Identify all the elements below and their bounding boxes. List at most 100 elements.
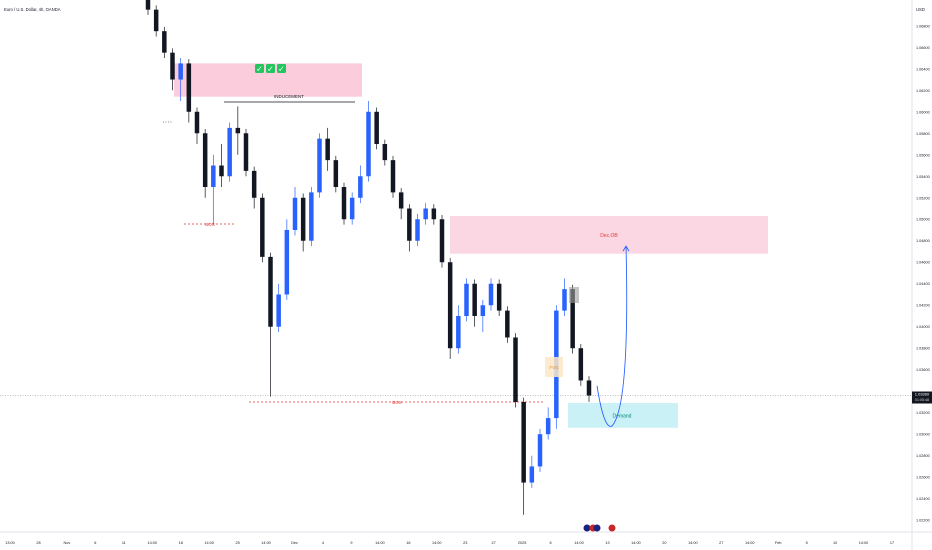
supply-zone-dec-ob[interactable] xyxy=(450,216,768,254)
candle xyxy=(178,58,183,102)
candle xyxy=(480,299,486,333)
x-tick-label: 4 xyxy=(322,541,324,545)
candle xyxy=(292,187,298,236)
x-tick-label: 28 xyxy=(36,541,40,545)
currency-label: USD xyxy=(916,7,925,12)
x-tick-label: 14:00 xyxy=(859,541,869,545)
eu-flag-icon[interactable] xyxy=(593,524,601,532)
demand-zone[interactable] xyxy=(568,403,678,428)
x-tick-label: 5 xyxy=(806,541,808,545)
check-badge-3 xyxy=(277,64,286,73)
projection-arrow[interactable] xyxy=(596,246,628,427)
x-tick-label: 14:00 xyxy=(375,541,385,545)
x-tick-label: 6 xyxy=(550,541,552,545)
x-tick-label: 6 xyxy=(94,541,96,545)
candle xyxy=(153,5,159,37)
candle xyxy=(586,376,592,402)
us-flag-icon[interactable] xyxy=(608,524,616,532)
y-tick-label: 1.06400 xyxy=(916,67,930,71)
candle xyxy=(333,155,339,193)
fvg-label: FVG xyxy=(549,365,559,370)
y-tick-label: 1.05600 xyxy=(916,153,930,157)
candle xyxy=(235,106,241,155)
check-icon: ✓ xyxy=(267,65,274,74)
candle xyxy=(374,107,379,150)
candle xyxy=(170,48,175,91)
candle xyxy=(219,144,224,188)
candle xyxy=(349,192,355,225)
y-tick-label: 1.06000 xyxy=(916,110,930,114)
x-tick-label: 14:00 xyxy=(631,541,641,545)
candle xyxy=(325,127,330,171)
candle xyxy=(145,0,151,16)
candle xyxy=(317,133,322,198)
y-tick-label: 1.06800 xyxy=(916,24,930,28)
y-tick-label: 1.04400 xyxy=(916,282,930,286)
candle xyxy=(227,122,232,182)
current-price-tag xyxy=(912,391,932,404)
y-axis-ticks: 1.06800 1.06600 1.06400 1.06200 1.06000 1.058… xyxy=(916,24,930,522)
candle xyxy=(162,26,167,59)
candle xyxy=(251,166,257,209)
candle xyxy=(578,343,584,386)
y-tick-label: 1.05400 xyxy=(916,175,930,179)
check-badge-1 xyxy=(255,64,264,73)
candle xyxy=(513,333,518,408)
candle xyxy=(276,283,281,333)
x-tick-label: 23 xyxy=(463,541,467,545)
x-tick-label: Dec xyxy=(291,541,298,545)
y-tick-label: 1.06600 xyxy=(916,46,930,50)
candle xyxy=(537,428,543,472)
y-tick-label: 1.05000 xyxy=(916,218,930,222)
x-tick-label: 14:00 xyxy=(261,541,271,545)
candle xyxy=(545,407,551,440)
eu-flag-icon[interactable] xyxy=(583,524,591,532)
fvg-box[interactable] xyxy=(545,357,563,377)
y-tick-label: 1.02600 xyxy=(916,476,930,480)
x-tick-label: 10 xyxy=(833,541,837,545)
candle xyxy=(505,306,510,343)
candle xyxy=(529,455,535,488)
candle xyxy=(341,182,347,225)
bos-label-lower: BOS xyxy=(392,400,402,405)
x-tick-label: Nov xyxy=(64,541,71,545)
x-tick-label: 16 xyxy=(406,541,410,545)
dec-ob-label: Dec.OB xyxy=(600,233,618,239)
event-icons[interactable] xyxy=(583,524,616,532)
check-icon: ✓ xyxy=(278,65,285,74)
bos-label-upper: BOS xyxy=(205,222,215,227)
x-tick-label: 14:00 xyxy=(574,541,584,545)
y-tick-label: 1.04800 xyxy=(916,239,930,243)
candle xyxy=(447,257,453,359)
candle xyxy=(268,252,273,397)
y-tick-label: 1.04600 xyxy=(916,261,930,265)
price-countdown: 01:05:48 xyxy=(915,398,929,402)
check-badges: ✓ ✓ ✓ xyxy=(255,64,286,74)
candle xyxy=(521,397,526,515)
y-tick-label: 1.05800 xyxy=(916,132,930,136)
candle xyxy=(415,213,420,247)
candle xyxy=(456,305,461,354)
y-tick-label: 1.04200 xyxy=(916,304,930,308)
candles xyxy=(145,0,592,515)
x-tick-label: 27 xyxy=(719,541,723,545)
y-tick-label: 1.03800 xyxy=(916,347,930,351)
candle xyxy=(423,203,428,225)
highlight-block xyxy=(569,287,579,303)
inducement-label: INDUCEMENT xyxy=(274,94,304,99)
candle xyxy=(398,188,404,220)
candle xyxy=(194,107,200,145)
x-tick-label: 27 xyxy=(492,541,496,545)
x-tick-label: 18 xyxy=(179,541,183,545)
x-axis-ticks: 13:00 28 Nov 6 11 14:00 18 14:00 25 14:00 Dec 4 9 14:… xyxy=(5,541,894,545)
y-tick-label: 1.02200 xyxy=(916,519,930,523)
y-tick-label: 1.06200 xyxy=(916,89,930,93)
x-tick-label: 25 xyxy=(235,541,239,545)
candle xyxy=(211,154,216,225)
x-tick-label: 9 xyxy=(350,541,352,545)
candle xyxy=(562,278,567,316)
x-tick-label: 20 xyxy=(662,541,666,545)
candle xyxy=(358,165,363,204)
